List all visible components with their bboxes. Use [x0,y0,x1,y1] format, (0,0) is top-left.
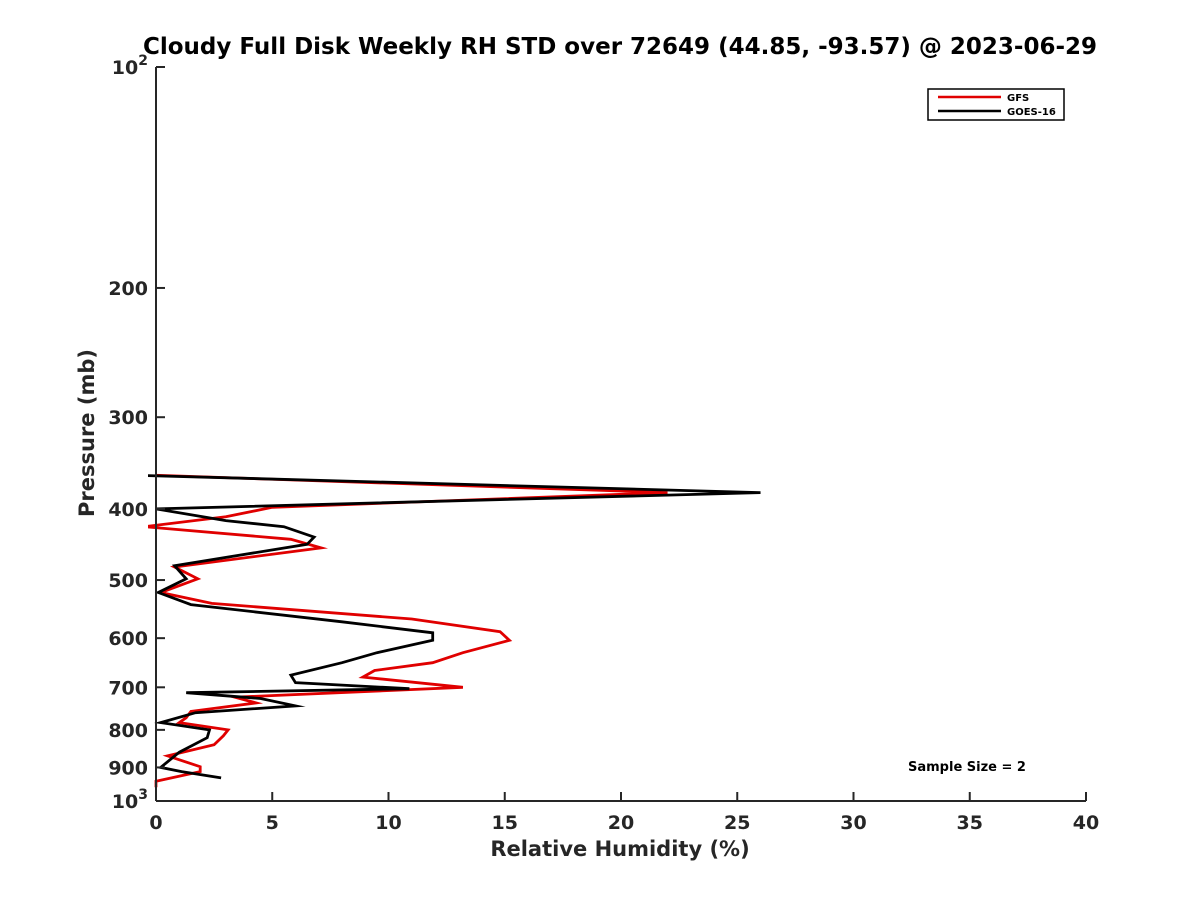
legend-label-goes-16: GOES-16 [1007,107,1056,118]
y-tick-label: 300 [108,407,148,429]
y-tick-label: 200 [108,278,148,300]
x-tick-label: 5 [266,812,279,834]
x-tick-label: 20 [608,812,634,834]
chart-title: Cloudy Full Disk Weekly RH STD over 7264… [143,34,1097,60]
y-tick-label: 800 [108,720,148,742]
y-tick-label: 900 [108,757,148,779]
legend: GFS GOES-16 [927,88,1065,121]
x-tick-label: 0 [149,812,162,834]
sample-size-annotation: Sample Size = 2 [908,760,1026,775]
x-tick-label: 40 [1073,812,1099,834]
axes: 0 5 10 15 20 25 30 35 40 102 200 300 400 500 600 700 800… [108,53,1099,834]
x-tick-label: 15 [492,812,518,834]
x-tick-label: 35 [957,812,983,834]
y-tick-label: 700 [108,677,148,699]
series-layer [148,473,761,788]
x-tick-label: 25 [724,812,750,834]
y-tick-label: 103 [112,787,148,813]
series-line-goes-16 [148,474,761,780]
legend-label-gfs: GFS [1007,93,1029,104]
y-tick-label: 500 [108,570,148,592]
y-tick-label: 102 [112,53,148,79]
x-axis-label: Relative Humidity (%) [490,837,749,861]
legend-box [927,88,1065,121]
y-tick-label: 600 [108,628,148,650]
y-tick-label: 400 [108,499,148,521]
series-line-gfs [148,473,668,788]
y-axis-label: Pressure (mb) [75,349,99,517]
x-tick-label: 10 [375,812,401,834]
x-tick-label: 30 [840,812,866,834]
